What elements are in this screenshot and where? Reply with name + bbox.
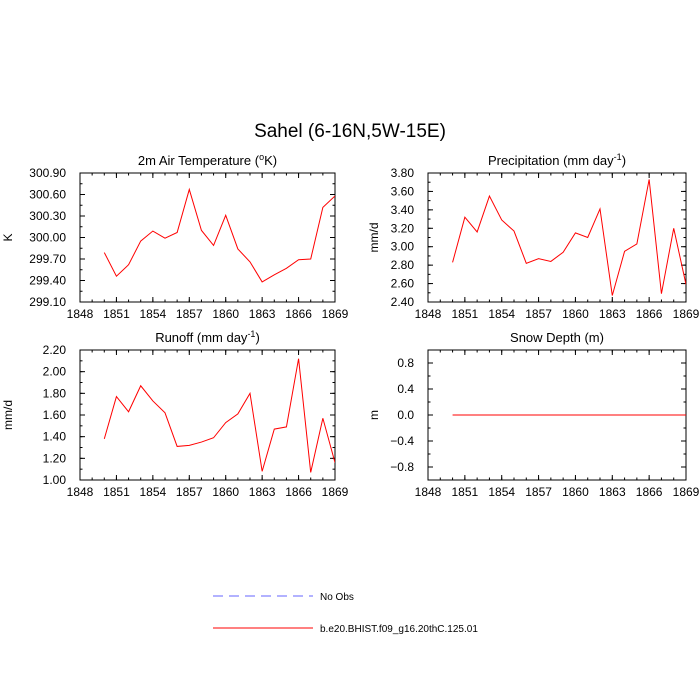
x-tick-label: 1860	[212, 485, 239, 499]
y-tick-label: −0.4	[390, 434, 414, 448]
panel-title: Runoff (mm day-1)	[155, 329, 260, 345]
series-line	[103, 187, 335, 283]
x-tick-label: 1866	[636, 307, 663, 321]
y-tick-label: 3.80	[391, 166, 415, 180]
y-tick-label: 1.40	[43, 430, 67, 444]
y-tick-label: 2.60	[391, 277, 415, 291]
panel-title: 2m Air Temperature (oK)	[138, 152, 277, 168]
x-tick-label: 1854	[140, 485, 167, 499]
x-tick-label: 1851	[103, 485, 130, 499]
x-tick-label: 1866	[285, 485, 312, 499]
y-tick-label: 2.20	[43, 343, 67, 357]
y-tick-label: −0.8	[390, 460, 414, 474]
y-tick-label: 299.40	[29, 274, 66, 288]
y-axis-label: mm/d	[1, 400, 15, 430]
x-tick-label: 1851	[103, 307, 130, 321]
y-tick-label: 0.4	[397, 382, 414, 396]
y-tick-label: 2.40	[391, 295, 415, 309]
x-tick-label: 1860	[562, 307, 589, 321]
x-tick-label: 1863	[599, 307, 626, 321]
x-tick-label: 1854	[140, 307, 167, 321]
x-tick-label: 1857	[176, 307, 203, 321]
panel-runoff: 1848 1851 1854 1857 1860 1863 1866 1869 1.00 1.20…	[1, 329, 349, 499]
y-tick-label: 3.00	[391, 240, 415, 254]
x-tick-label: 1860	[562, 485, 589, 499]
series-line	[452, 179, 686, 296]
x-tick-label: 1851	[452, 307, 479, 321]
panel-title: Precipitation (mm day-1)	[488, 152, 626, 168]
y-tick-label: 1.60	[43, 408, 67, 422]
y-tick-label: 3.40	[391, 203, 415, 217]
x-tick-label: 1848	[67, 307, 94, 321]
x-tick-label: 1863	[249, 485, 276, 499]
y-tick-label: 1.20	[43, 451, 67, 465]
panel-snow-depth: 1848 1851 1854 1857 1860 1863 1866 1869 −0.8 −0.4…	[367, 330, 700, 499]
x-tick-label: 1857	[176, 485, 203, 499]
y-tick-label: 2.80	[391, 258, 415, 272]
x-tick-label: 1848	[415, 485, 442, 499]
x-tick-label: 1866	[285, 307, 312, 321]
x-tick-label: 1869	[673, 485, 700, 499]
y-tick-label: 299.10	[29, 295, 66, 309]
x-tick-label: 1854	[488, 485, 515, 499]
y-tick-label: 300.60	[29, 188, 66, 202]
y-tick-label: 2.00	[43, 365, 67, 379]
x-tick-label: 1860	[212, 307, 239, 321]
panel-title: Snow Depth (m)	[510, 330, 604, 345]
y-tick-label: 3.60	[391, 184, 415, 198]
panel-air-temperature: 1848 1851 1854 1857 1860 1863 1866 1869 299.10 29…	[1, 152, 349, 321]
y-tick-label: 300.00	[29, 231, 66, 245]
legend: No Obs b.e20.BHIST.f09_g16.20thC.125.01	[213, 592, 478, 635]
x-tick-label: 1851	[452, 485, 479, 499]
panel-precipitation: 1848 1851 1854 1857 1860 1863 1866 1869 2.40 2.60…	[367, 152, 700, 321]
y-tick-label: 3.20	[391, 221, 415, 235]
x-tick-label: 1866	[636, 485, 663, 499]
y-tick-label: 299.70	[29, 252, 66, 266]
main-title: Sahel (6-16N,5W-15E)	[254, 121, 446, 142]
y-tick-label: 300.90	[29, 166, 66, 180]
series-line	[103, 358, 335, 473]
x-tick-label: 1848	[415, 307, 442, 321]
legend-label-no-obs: No Obs	[320, 592, 354, 603]
y-tick-label: 1.80	[43, 386, 67, 400]
y-tick-label: 1.00	[43, 473, 67, 487]
y-tick-label: 300.30	[29, 209, 66, 223]
x-tick-label: 1857	[525, 307, 552, 321]
x-tick-label: 1869	[322, 307, 349, 321]
x-tick-label: 1863	[599, 485, 626, 499]
y-axis-label: mm/d	[367, 223, 381, 253]
x-tick-label: 1863	[249, 307, 276, 321]
x-tick-label: 1857	[525, 485, 552, 499]
y-tick-label: 0.8	[397, 356, 414, 370]
x-tick-label: 1854	[488, 307, 515, 321]
x-tick-label: 1848	[67, 485, 94, 499]
y-axis-label: m	[367, 410, 381, 420]
legend-label-model-run: b.e20.BHIST.f09_g16.20thC.125.01	[320, 624, 478, 635]
x-tick-label: 1869	[322, 485, 349, 499]
x-tick-label: 1869	[673, 307, 700, 321]
y-tick-label: 0.0	[397, 408, 414, 422]
plot-frame	[427, 172, 687, 303]
y-axis-label: K	[1, 233, 15, 241]
